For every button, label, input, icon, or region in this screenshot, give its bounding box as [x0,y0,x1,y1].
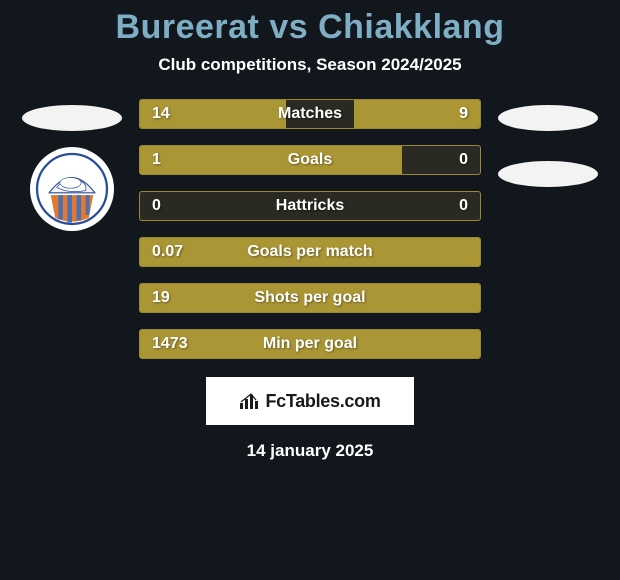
comparison-chart: 14 Matches 9 1 Goals 0 0 Hattricks 0 0.07 Goals pe… [0,99,620,359]
metric-label: Shots per goal [254,289,365,307]
stat-bar-row: 0.07 Goals per match [139,237,481,267]
metric-label: Matches [278,105,342,123]
subtitle: Club competitions, Season 2024/2025 [158,55,461,75]
right-value: 9 [459,105,468,123]
stat-bars: 14 Matches 9 1 Goals 0 0 Hattricks 0 0.07 Goals pe… [139,99,481,359]
stat-bar-row: 0 Hattricks 0 [139,191,481,221]
team-crest-icon [34,151,110,227]
stat-bar-row: 1 Goals 0 [139,145,481,175]
branding-badge[interactable]: FcTables.com [206,377,414,425]
right-team-column [493,99,603,187]
right-value: 0 [459,151,468,169]
stat-bar-row: 1473 Min per goal [139,329,481,359]
bar-fill-left [140,146,402,174]
date-label: 14 january 2025 [247,441,374,461]
left-value: 1 [152,151,161,169]
ellipse-decoration [498,105,598,131]
left-team-column [17,99,127,231]
left-value: 19 [152,289,170,307]
left-value: 0.07 [152,243,183,261]
branding-text: FcTables.com [265,391,380,412]
left-value: 0 [152,197,161,215]
page-title: Bureerat vs Chiakklang [116,8,505,47]
stat-bar-row: 19 Shots per goal [139,283,481,313]
metric-label: Goals [288,151,332,169]
metric-label: Hattricks [276,197,344,215]
left-value: 1473 [152,335,188,353]
metric-label: Min per goal [263,335,357,353]
ellipse-decoration [498,161,598,187]
left-value: 14 [152,105,170,123]
ellipse-decoration [22,105,122,131]
left-team-logo [30,147,114,231]
right-value: 0 [459,197,468,215]
stat-bar-row: 14 Matches 9 [139,99,481,129]
bar-chart-icon [239,391,259,411]
metric-label: Goals per match [247,243,372,261]
